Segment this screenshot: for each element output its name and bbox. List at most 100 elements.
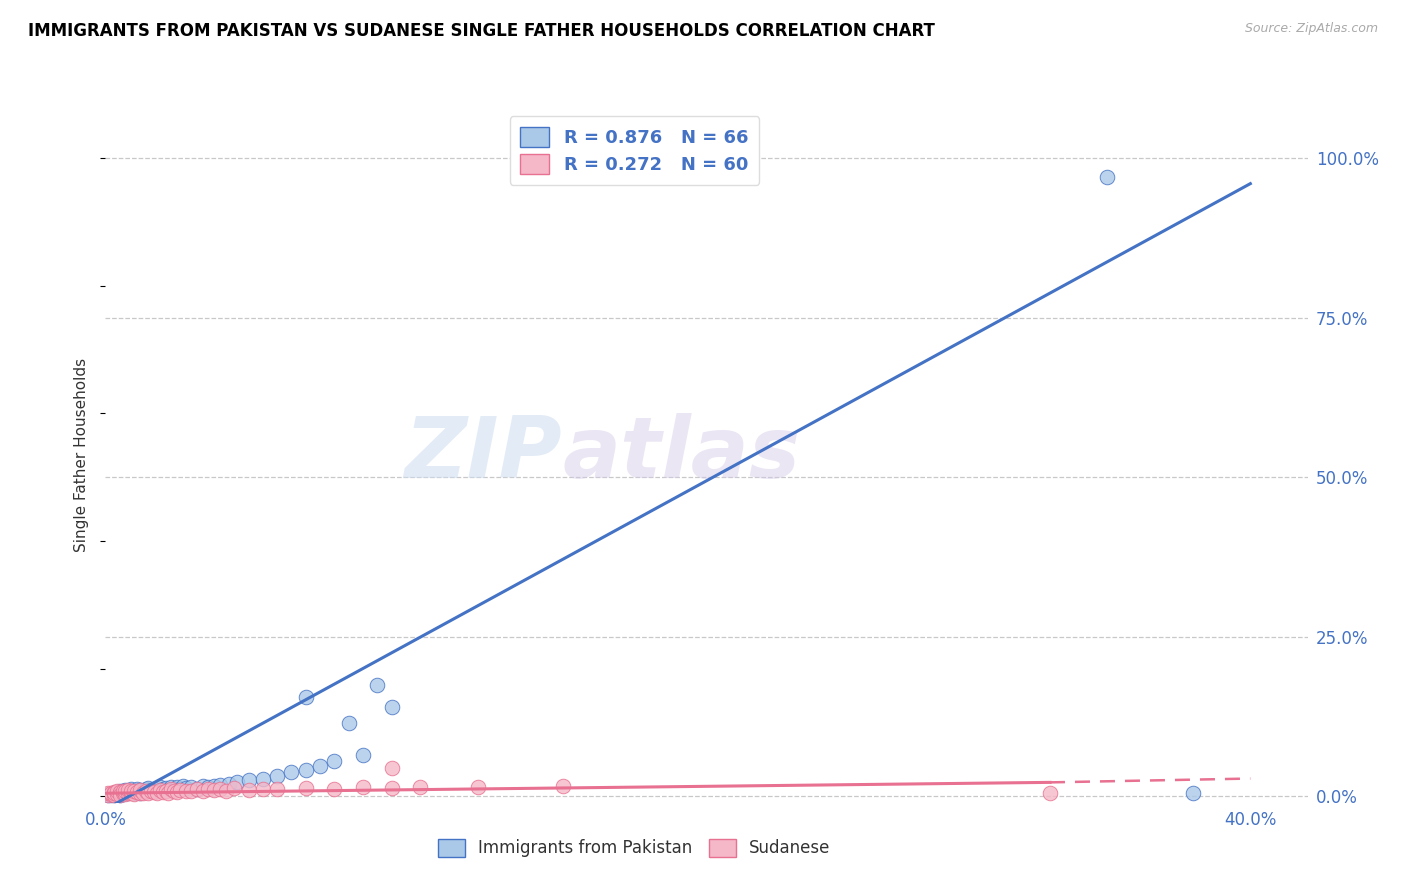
Point	[108, 784, 131, 798]
Point	[163, 784, 186, 798]
Point	[352, 747, 374, 762]
Point	[191, 783, 214, 797]
Point	[105, 785, 128, 799]
Point	[117, 786, 139, 800]
Point	[169, 782, 191, 797]
Point	[155, 781, 177, 796]
Point	[114, 784, 136, 798]
Point	[366, 678, 388, 692]
Point	[180, 780, 202, 794]
Point	[135, 784, 157, 798]
Point	[214, 783, 236, 797]
Point	[166, 785, 188, 799]
Point	[128, 786, 150, 800]
Point	[100, 787, 122, 801]
Point	[111, 787, 134, 801]
Point	[163, 781, 186, 796]
Point	[108, 785, 131, 799]
Point	[128, 786, 150, 800]
Point	[238, 783, 260, 797]
Point	[108, 786, 131, 800]
Point	[120, 784, 142, 798]
Point	[1182, 786, 1205, 800]
Point	[202, 783, 225, 797]
Point	[97, 788, 120, 802]
Point	[337, 716, 360, 731]
Point	[197, 781, 219, 796]
Point	[152, 782, 174, 797]
Point	[180, 784, 202, 798]
Point	[295, 763, 318, 777]
Point	[122, 787, 145, 801]
Point	[100, 788, 122, 802]
Point	[1039, 786, 1062, 800]
Text: Source: ZipAtlas.com: Source: ZipAtlas.com	[1244, 22, 1378, 36]
Point	[138, 786, 160, 800]
Point	[202, 779, 225, 793]
Point	[143, 781, 166, 796]
Point	[467, 780, 489, 795]
Text: IMMIGRANTS FROM PAKISTAN VS SUDANESE SINGLE FATHER HOUSEHOLDS CORRELATION CHART: IMMIGRANTS FROM PAKISTAN VS SUDANESE SIN…	[28, 22, 935, 40]
Point	[323, 754, 346, 768]
Point	[157, 786, 180, 800]
Point	[120, 785, 142, 799]
Point	[381, 761, 404, 775]
Point	[103, 785, 125, 799]
Point	[117, 786, 139, 800]
Point	[191, 779, 214, 793]
Point	[208, 778, 231, 792]
Point	[138, 784, 160, 798]
Point	[149, 783, 172, 797]
Point	[155, 783, 177, 797]
Point	[122, 783, 145, 797]
Point	[323, 781, 346, 796]
Point	[252, 781, 274, 796]
Point	[103, 786, 125, 800]
Point	[117, 784, 139, 798]
Point	[149, 780, 172, 795]
Point	[138, 781, 160, 796]
Point	[309, 758, 332, 772]
Point	[224, 781, 246, 796]
Point	[100, 787, 122, 801]
Point	[111, 783, 134, 797]
Point	[117, 783, 139, 797]
Point	[141, 783, 163, 797]
Point	[252, 772, 274, 786]
Point	[122, 786, 145, 800]
Point	[97, 788, 120, 802]
Point	[352, 780, 374, 795]
Point	[172, 779, 194, 793]
Point	[141, 783, 163, 797]
Point	[125, 785, 148, 799]
Point	[238, 773, 260, 788]
Point	[160, 780, 183, 794]
Point	[160, 782, 183, 797]
Point	[280, 765, 302, 780]
Point	[103, 786, 125, 800]
Point	[226, 775, 249, 789]
Point	[122, 783, 145, 797]
Point	[131, 786, 153, 800]
Point	[295, 690, 318, 705]
Point	[128, 783, 150, 797]
Point	[125, 784, 148, 798]
Point	[128, 783, 150, 797]
Point	[108, 786, 131, 800]
Point	[103, 788, 125, 802]
Point	[108, 788, 131, 802]
Point	[174, 781, 197, 796]
Point	[103, 788, 125, 802]
Point	[135, 782, 157, 797]
Point	[103, 786, 125, 800]
Y-axis label: Single Father Households: Single Father Households	[75, 358, 90, 552]
Point	[266, 782, 288, 797]
Point	[114, 785, 136, 799]
Point	[146, 783, 169, 797]
Point	[295, 781, 318, 796]
Point	[105, 787, 128, 801]
Point	[108, 788, 131, 802]
Point	[120, 782, 142, 797]
Point	[266, 769, 288, 783]
Point	[114, 783, 136, 797]
